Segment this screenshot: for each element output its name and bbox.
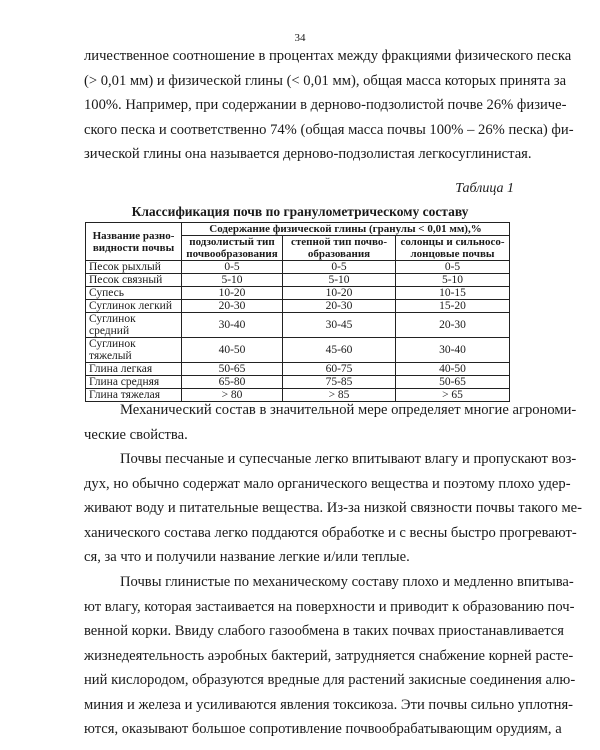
table-row: Глина легкая 50-65 60-75 40-50: [85, 362, 510, 376]
value-cell: 50-65: [181, 362, 283, 376]
soil-name-cell: Суглинок легкий: [85, 299, 182, 313]
table-row: Песок связный 5-10 5-10 5-10: [85, 273, 510, 287]
paragraph-3: Почвы песчаные и супесчаные легко впитыв…: [84, 447, 583, 570]
text-line: ют влагу, которая застаивается на поверх…: [84, 598, 575, 615]
soil-name-cell: Суглинок средний: [85, 312, 182, 338]
value-cell: 40-50: [395, 362, 510, 376]
table-row: Глина тяжелая > 80 > 85 > 65: [85, 388, 510, 402]
text-line: ческие свойства.: [84, 426, 188, 443]
value-cell: 75-85: [282, 375, 396, 389]
table-row: Суглинок тяжелый 40-50 45-60 30-40: [85, 337, 510, 363]
text-line: ханического состава легко поддаются обра…: [84, 524, 577, 541]
table-title: Классификация почв по гранулометрическом…: [131, 204, 469, 219]
value-cell: 30-45: [282, 312, 396, 338]
value-cell: 45-60: [282, 337, 396, 363]
table-row: Песок рыхлый 0-5 0-5 0-5: [85, 260, 510, 274]
paragraph-4: Почвы глинистые по механическому составу…: [84, 570, 576, 742]
table-row: Суглинок легкий 20-30 20-30 15-20: [85, 299, 510, 313]
soil-name-cell: Супесь: [85, 286, 182, 300]
value-cell: 5-10: [282, 273, 396, 287]
text-line: личественное соотношение в процентах меж…: [84, 48, 572, 64]
value-cell: 0-5: [282, 260, 396, 274]
text-line: ются, оказывают большое сопротивление по…: [84, 721, 562, 737]
text-line: дух, но обычно содержат мало органическо…: [84, 475, 571, 492]
value-cell: 0-5: [395, 260, 510, 274]
text-line: ний кислородом, образуются вредные для р…: [84, 672, 576, 688]
value-cell: 5-10: [395, 273, 510, 287]
value-cell: 15-20: [395, 299, 510, 313]
value-cell: > 85: [282, 388, 396, 402]
table-row: Суглинок средний 30-40 30-45 20-30: [85, 312, 510, 338]
value-cell: 5-10: [181, 273, 283, 287]
value-cell: 65-80: [181, 375, 283, 389]
value-cell: 10-20: [181, 286, 283, 300]
text-line: жизнедеятельность аэробных бактерий, зат…: [84, 647, 574, 664]
text-line: ского песка и соответственно 74% (общая …: [84, 121, 574, 138]
text-line: венной корки. Ввиду слабого газообмена в…: [84, 623, 564, 639]
header-column: солонцы и сильносо-лонцовые почвы: [395, 235, 510, 261]
soil-name-cell: Глина тяжелая: [85, 388, 182, 402]
header-soil-name: Название разно-видности почвы: [85, 222, 182, 261]
text-line: Почвы глинистые по механическому составу…: [120, 574, 574, 590]
soil-name-cell: Глина средняя: [85, 375, 182, 389]
value-cell: 20-30: [181, 299, 283, 313]
value-cell: 30-40: [395, 337, 510, 363]
soil-name-cell: Суглинок тяжелый: [85, 337, 182, 363]
text-line: ся, за что и получили название легкие и/…: [84, 549, 410, 565]
soil-name-cell: Песок рыхлый: [85, 260, 182, 274]
value-cell: 0-5: [181, 260, 283, 274]
text-line: миния и железа и усиливаются явления ток…: [84, 696, 574, 713]
value-cell: 40-50: [181, 337, 283, 363]
value-cell: 10-15: [395, 286, 510, 300]
page-number: 34: [294, 32, 306, 44]
text-line: Механический состав в значительной мере …: [120, 402, 577, 418]
text-line: зической глины она называется дерново-по…: [84, 146, 532, 162]
value-cell: 20-30: [282, 299, 396, 313]
soil-name-cell: Песок связный: [85, 273, 182, 287]
text-line: Почвы песчаные и супесчаные легко впитыв…: [120, 451, 577, 467]
header-column: подзолистый тип почвообразования: [181, 235, 283, 261]
table-row: Супесь 10-20 10-20 10-15: [85, 286, 510, 300]
text-line: живают воду и питательные вещества. Из-з…: [84, 500, 583, 516]
text-line: (> 0,01 мм) и физической глины (< 0,01 м…: [84, 72, 567, 89]
value-cell: 20-30: [395, 312, 510, 338]
header-column: степной тип почво-образования: [282, 235, 396, 261]
table-row: Глина средняя 65-80 75-85 50-65: [85, 375, 510, 389]
header-clay-content: Содержание физической глины (гранулы < 0…: [181, 222, 510, 236]
value-cell: 60-75: [282, 362, 396, 376]
paragraph-1: личественное соотношение в процентах меж…: [84, 44, 574, 167]
text-line: 100%. Например, при содержании в дерново…: [84, 97, 567, 113]
value-cell: > 65: [395, 388, 510, 402]
soil-name-cell: Глина легкая: [85, 362, 182, 376]
value-cell: 30-40: [181, 312, 283, 338]
table-label: Таблица 1: [455, 181, 514, 196]
classification-table: Название разно-видности почвы Содержание…: [85, 222, 510, 402]
paragraph-2: Механический состав в значительной мере …: [84, 398, 577, 447]
value-cell: 10-20: [282, 286, 396, 300]
value-cell: 50-65: [395, 375, 510, 389]
